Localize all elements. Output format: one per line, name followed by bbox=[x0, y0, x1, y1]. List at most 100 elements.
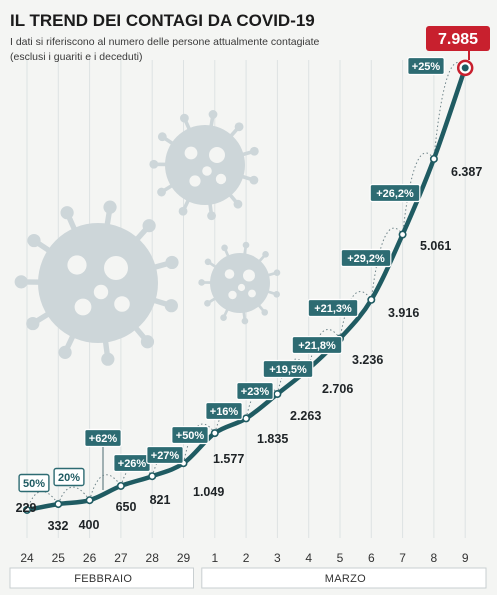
virus-spot bbox=[243, 269, 255, 282]
virus-spike-tip bbox=[60, 206, 74, 220]
virus-spot bbox=[104, 256, 128, 280]
growth-arc bbox=[370, 227, 404, 300]
x-tick-label: 7 bbox=[399, 551, 406, 565]
virus-spike-tip bbox=[241, 317, 249, 325]
growth-badge-box bbox=[307, 298, 359, 318]
virus-spot bbox=[189, 175, 201, 187]
growth-badge-box bbox=[18, 473, 50, 493]
growth-badge-box bbox=[340, 248, 392, 268]
growth-badge-label: +25% bbox=[412, 61, 441, 73]
x-tick-label: 1 bbox=[211, 551, 218, 565]
growth-arc bbox=[245, 383, 278, 419]
growth-badge: +21,3% bbox=[307, 298, 359, 318]
virus-spot bbox=[202, 166, 212, 176]
data-point bbox=[54, 500, 63, 509]
data-point bbox=[242, 414, 251, 423]
virus-spot bbox=[224, 269, 235, 279]
growth-badge-label: +62% bbox=[89, 433, 118, 445]
growth-badge-label: +26,2% bbox=[376, 188, 414, 200]
data-point bbox=[367, 295, 376, 304]
x-tick-label: 5 bbox=[337, 551, 344, 565]
virus-spike-tip bbox=[207, 211, 216, 221]
growth-badge-box bbox=[236, 381, 274, 401]
value-label: 3.916 bbox=[388, 306, 419, 320]
growth-arc bbox=[26, 491, 59, 511]
growth-badge-label: +23% bbox=[241, 386, 270, 398]
virus-spike-tip bbox=[178, 206, 188, 216]
value-labels: 229 332 400 650 821 1.049 1.577 1.8352.2632.706… bbox=[16, 26, 490, 533]
x-tick-label: 2 bbox=[243, 551, 250, 565]
value-label: 2.706 bbox=[322, 382, 353, 396]
virus-spike-tip bbox=[26, 316, 40, 331]
growth-badge-label: +50% bbox=[176, 430, 205, 442]
virus-spike-tip bbox=[164, 299, 178, 313]
x-tick-label: 29 bbox=[177, 551, 191, 565]
virus-body bbox=[165, 125, 245, 205]
virus-spot bbox=[114, 296, 130, 312]
value-label-last-box bbox=[426, 26, 490, 51]
virus-body bbox=[210, 253, 270, 313]
x-tick-label: 28 bbox=[146, 551, 160, 565]
value-label-last: 7.985 bbox=[426, 26, 490, 60]
x-tick-label: 9 bbox=[462, 551, 469, 565]
virus-spike-tip bbox=[204, 299, 211, 307]
growth-badge-box bbox=[369, 183, 421, 203]
virus-medium-icon bbox=[149, 110, 259, 221]
virus-spot bbox=[237, 283, 246, 292]
virus-spike-tip bbox=[234, 122, 244, 132]
virus-spike-tip bbox=[101, 352, 115, 366]
virus-spike-tip bbox=[261, 309, 269, 316]
growth-badge: +19,5% bbox=[262, 359, 314, 379]
virus-spike-tip bbox=[221, 244, 228, 252]
virus-spike-tip bbox=[249, 146, 259, 156]
data-point bbox=[210, 429, 219, 438]
value-label: 229 bbox=[16, 501, 37, 515]
growth-badge: +62% bbox=[84, 428, 122, 448]
virus-spot bbox=[74, 298, 92, 316]
virus-spike-tip bbox=[149, 159, 159, 169]
virus-spike-tip bbox=[273, 291, 280, 298]
growth-badge: +26% bbox=[113, 453, 151, 473]
growth-badge-label: +19,5% bbox=[269, 364, 307, 376]
virus-spike-tip bbox=[262, 251, 269, 258]
value-label: 821 bbox=[150, 493, 171, 507]
growth-arc bbox=[402, 152, 435, 235]
virus-body bbox=[38, 223, 158, 343]
month-label: FEBBRAIO bbox=[74, 573, 132, 585]
virus-large-icon bbox=[14, 200, 179, 366]
virus-spike-tip bbox=[249, 175, 259, 185]
x-tick-label: 3 bbox=[274, 551, 281, 565]
virus-spot bbox=[184, 146, 198, 160]
growth-badge: 50% bbox=[18, 473, 50, 493]
virus-spot bbox=[93, 284, 109, 300]
x-tick-label: 24 bbox=[20, 551, 34, 565]
virus-spot bbox=[228, 290, 237, 300]
growth-badge-label: +26% bbox=[118, 458, 147, 470]
growth-badge: +16% bbox=[205, 401, 243, 421]
virus-spot bbox=[209, 147, 225, 163]
growth-badge-box bbox=[407, 56, 445, 76]
month-label: MARZO bbox=[325, 573, 366, 585]
x-tick-label: 8 bbox=[431, 551, 438, 565]
x-tick-label: 6 bbox=[368, 551, 375, 565]
value-label: 5.061 bbox=[420, 239, 451, 253]
virus-spot bbox=[215, 173, 227, 185]
virus-spike-tip bbox=[180, 113, 189, 123]
growth-badge-box bbox=[84, 428, 122, 448]
growth-badge-label: 20% bbox=[58, 472, 80, 484]
growth-badge: +50% bbox=[171, 425, 209, 445]
growth-badge: +26,2% bbox=[369, 183, 421, 203]
virus-spike-tip bbox=[198, 279, 205, 286]
virus-spike-tip bbox=[157, 187, 166, 197]
growth-arc bbox=[339, 291, 372, 339]
x-axis-ticks: 24 25 26 27 28 29 1 2 3 4 5 6 7 8 9 bbox=[20, 551, 469, 565]
growth-badge: +25% bbox=[407, 56, 445, 76]
virus-illustrations bbox=[14, 110, 281, 366]
virus-spike-tip bbox=[220, 314, 227, 321]
chart-title: IL TREND DEI CONTAGI DA COVID-19 bbox=[10, 11, 315, 30]
growth-badge: +23% bbox=[236, 381, 274, 401]
value-label: 2.263 bbox=[290, 409, 321, 423]
growth-badge-label: 50% bbox=[23, 478, 45, 490]
virus-spike-tip bbox=[208, 110, 218, 119]
